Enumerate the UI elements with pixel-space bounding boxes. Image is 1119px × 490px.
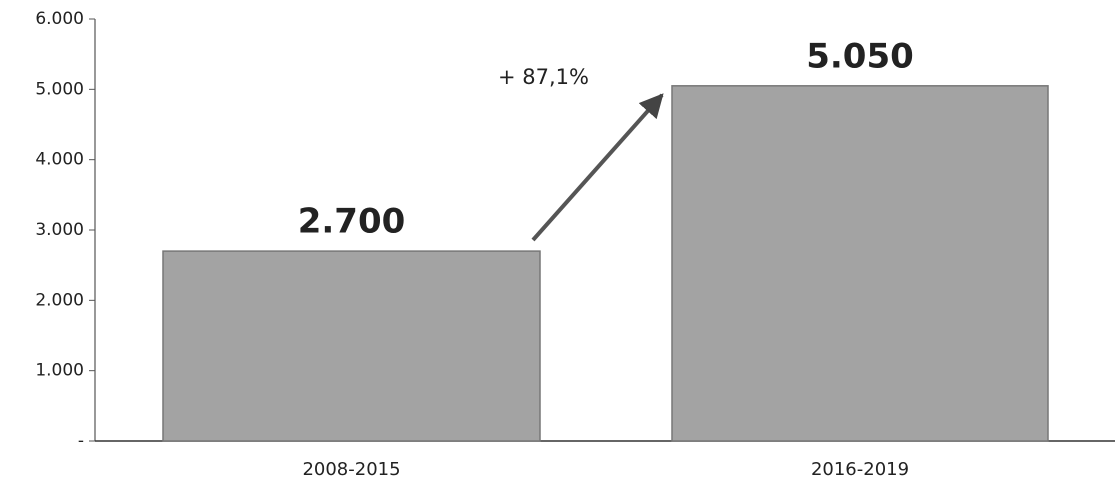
y-tick-label: - [78,431,84,451]
y-tick-label: 2.000 [35,290,84,310]
bar [162,250,541,442]
annotation: + 87,1% [498,65,589,89]
y-tick-label: 1.000 [35,361,84,381]
value-label: 5.050 [806,36,914,76]
y-tick-label: 4.000 [35,150,84,170]
growth-arrow [531,93,664,242]
y-tick-label: 6.000 [35,9,84,29]
y-tick-label: 5.000 [35,79,84,99]
value-label: 2.700 [298,202,406,242]
x-tick-label: 2016-2019 [811,459,909,480]
x-tick-label: 2008-2015 [302,459,400,480]
y-tick-label: 3.000 [35,220,84,240]
bar [671,85,1049,442]
